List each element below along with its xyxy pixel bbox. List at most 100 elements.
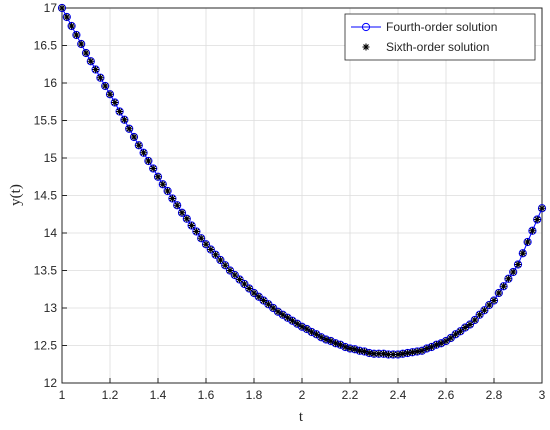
data-point	[153, 172, 163, 181]
data-point	[240, 279, 249, 289]
data-point	[92, 66, 100, 73]
x-tick-label: 1	[59, 388, 66, 402]
data-point	[72, 31, 80, 39]
data-point	[533, 215, 542, 224]
data-point	[106, 90, 114, 98]
data-point	[303, 325, 311, 333]
data-point	[495, 289, 503, 297]
data-point	[485, 300, 494, 310]
data-point	[68, 22, 76, 30]
data-point	[178, 209, 186, 217]
data-point	[327, 337, 335, 345]
x-tick-label: 1.4	[150, 388, 167, 402]
data-point	[177, 208, 187, 217]
data-point	[197, 234, 205, 242]
data-point	[168, 195, 176, 202]
x-tick-label: 3	[539, 388, 546, 402]
data-point	[236, 276, 244, 283]
data-point	[235, 275, 244, 284]
data-point	[168, 194, 177, 203]
data-point	[245, 285, 253, 292]
data-point	[226, 267, 234, 274]
data-point	[370, 350, 378, 358]
data-point	[67, 21, 76, 31]
data-point	[490, 297, 498, 304]
data-point	[297, 322, 307, 331]
x-tick-label: 2.8	[486, 388, 503, 402]
data-point	[62, 12, 71, 22]
y-tick-label: 15	[44, 151, 58, 165]
y-tick-label: 17	[44, 1, 58, 15]
y-tick-label: 12.5	[34, 339, 58, 353]
data-point	[470, 315, 479, 325]
data-point	[524, 238, 532, 246]
data-point	[485, 301, 493, 309]
y-tick-label: 13.5	[34, 264, 58, 278]
data-point	[216, 255, 225, 265]
data-point	[365, 349, 373, 357]
data-point	[173, 201, 182, 210]
data-point	[72, 30, 81, 40]
data-point	[442, 337, 450, 345]
data-point	[274, 308, 282, 316]
data-point	[159, 180, 167, 188]
data-point	[149, 164, 158, 173]
data-point	[130, 133, 138, 141]
data-point	[528, 226, 537, 235]
data-point	[77, 40, 85, 48]
data-point	[336, 341, 344, 349]
data-point	[317, 333, 326, 342]
data-point	[158, 180, 167, 189]
data-point	[221, 261, 229, 269]
data-point	[538, 204, 546, 212]
data-point	[101, 81, 110, 91]
data-point	[504, 275, 512, 283]
data-point	[216, 256, 224, 264]
data-point	[58, 4, 66, 12]
plot-frame	[61, 7, 543, 384]
data-point	[82, 49, 90, 57]
data-point	[380, 350, 388, 358]
data-point	[240, 280, 248, 288]
data-point	[231, 271, 239, 279]
data-point	[96, 74, 104, 82]
data-point	[201, 240, 211, 249]
data-point	[144, 156, 153, 166]
x-tick-label: 2.6	[438, 388, 455, 402]
x-tick-label: 2	[299, 388, 306, 402]
data-point	[456, 327, 464, 335]
data-point	[77, 39, 86, 49]
data-point	[394, 351, 402, 358]
data-point	[298, 323, 306, 331]
y-tick-label: 16.5	[34, 39, 58, 53]
data-point	[341, 343, 349, 351]
data-point	[504, 274, 513, 283]
data-point	[279, 311, 287, 319]
data-point	[111, 99, 119, 106]
data-point	[404, 349, 412, 357]
data-point	[356, 347, 364, 355]
data-point	[413, 348, 421, 355]
data-point	[514, 261, 522, 268]
data-point	[221, 261, 230, 270]
x-tick-label: 1.6	[198, 388, 215, 402]
data-point	[211, 250, 220, 259]
data-point	[523, 237, 532, 247]
data-point	[499, 282, 508, 291]
data-point	[173, 201, 181, 209]
data-point	[120, 116, 128, 124]
data-point	[351, 345, 359, 353]
legend-marker	[361, 22, 371, 32]
data-point	[418, 347, 426, 355]
data-point	[533, 216, 541, 223]
data-point	[187, 221, 196, 230]
y-tick-label: 15.5	[34, 114, 58, 128]
data-point	[389, 351, 397, 358]
data-point	[202, 240, 210, 248]
data-point	[225, 266, 235, 275]
y-tick-label: 14	[44, 226, 58, 240]
data-point	[101, 82, 109, 90]
legend-label: Sixth-order solution	[386, 40, 489, 54]
y-tick-label: 12	[44, 376, 58, 390]
data-point	[284, 314, 292, 322]
